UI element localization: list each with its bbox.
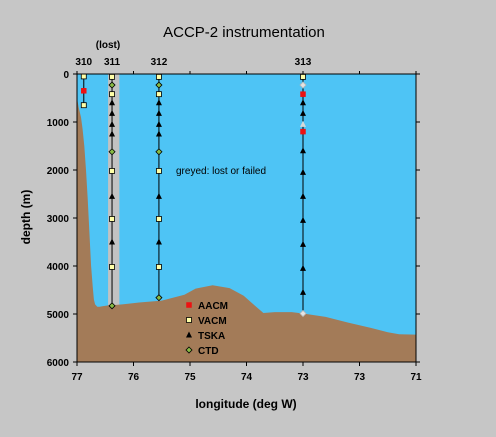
y-axis-label: depth (m) — [19, 190, 33, 245]
instrument-311-tska-9 — [109, 192, 116, 199]
x-tick-label-1: 76 — [128, 372, 140, 383]
instrument-313-ctd-14 — [299, 309, 307, 318]
instrument-310-vacm-0 — [80, 73, 87, 80]
instrument-312-tska-3 — [155, 99, 162, 106]
mooring-label-313: 313 — [295, 57, 312, 68]
instrument-311-tska-11 — [109, 238, 116, 245]
legend-label-aacm: AACM — [198, 301, 228, 312]
instrument-313-tska-8 — [300, 168, 306, 175]
instrument-312-ctd-13 — [155, 294, 163, 302]
legend-marker-tska — [186, 331, 192, 338]
plot-area: 310 311 312 313 77 76 75 74 73 73 71 0 1000 2000 3000 4… — [47, 57, 422, 383]
instrument-312-vacm-10 — [156, 216, 162, 222]
instrument-312-tska-11 — [155, 238, 162, 245]
instrument-311-tska-5 — [109, 120, 116, 127]
x-tick-label-3: 74 — [241, 372, 253, 383]
instrument-313-tska-9 — [300, 192, 306, 199]
y-tick-label-1: 1000 — [47, 118, 70, 129]
instrument-312-vacm-0 — [156, 73, 162, 80]
instrument-313-tska-12 — [300, 264, 306, 271]
greyed-annotation: greyed: lost or failed — [176, 166, 266, 177]
instrument-312-ctd-1 — [155, 81, 163, 89]
instrument-311-vacm-2 — [109, 91, 115, 98]
y-tick-label-0: 0 — [63, 70, 69, 81]
legend-label-ctd: CTD — [198, 346, 219, 357]
y-tick-label-2: 2000 — [47, 166, 70, 177]
instrument-313-aacm-2 — [300, 91, 306, 97]
instrument-313-vacm-0 — [300, 73, 306, 80]
legend-label-vacm: VACM — [198, 316, 227, 327]
instrument-312-vacm-2 — [156, 91, 162, 98]
mooring-label-311: 311 — [104, 57, 121, 68]
instrument-312-vacm-8 — [156, 168, 162, 174]
legend-marker-ctd — [185, 346, 193, 354]
instrument-312-vacm-12 — [156, 264, 162, 270]
instrument-311-vacm-0 — [109, 73, 115, 80]
instrument-312-tska-9 — [155, 192, 162, 199]
y-tick-label-5: 5000 — [47, 310, 70, 321]
instrument-313-tska-4 — [300, 109, 306, 116]
instrument-311-vacm-12 — [109, 264, 115, 270]
y-tick-label-6: 6000 — [47, 358, 70, 369]
instrument-313-tska-3 — [300, 99, 306, 106]
instrument-311-ctd-13 — [108, 302, 116, 310]
instrument-312-tska-4 — [155, 109, 162, 116]
instrument-311-ctd-7 — [108, 148, 116, 156]
lost-mooring-note: (lost) — [96, 40, 120, 51]
instrument-313-tska-10 — [300, 216, 306, 223]
instrument-313-tska-13 — [300, 288, 306, 295]
instrument-313-tska-11 — [300, 240, 306, 247]
legend-marker-aacm — [186, 302, 192, 308]
instrument-312-tska-6 — [155, 130, 162, 137]
instrument-312-ctd-7 — [155, 148, 163, 156]
x-tick-label-6: 71 — [410, 372, 422, 383]
chart-title: ACCP-2 instrumentation — [163, 24, 325, 41]
instrument-311-vacm-10 — [109, 216, 115, 222]
instrument-311-vacm-8 — [109, 168, 115, 174]
y-tick-label-4: 4000 — [47, 262, 70, 273]
instrument-311-tska-3 — [109, 99, 116, 106]
x-tick-label-4: 73 — [297, 372, 309, 383]
mooring-label-312: 312 — [151, 57, 168, 68]
instrument-313-ctd-1 — [299, 81, 307, 89]
instrument-312-tska-5 — [155, 120, 162, 127]
mooring-label-310: 310 — [75, 57, 92, 68]
instrument-311-tska-6 — [109, 130, 116, 137]
instrument-311-ctd-1 — [108, 81, 116, 89]
instrument-310-aacm-1 — [81, 88, 87, 94]
seafloor — [77, 98, 416, 362]
legend-marker-vacm — [186, 317, 192, 323]
y-tick-label-3: 3000 — [47, 214, 70, 225]
x-tick-label-2: 75 — [184, 372, 196, 383]
x-tick-label-0: 77 — [71, 372, 83, 383]
instrument-310-vacm-2 — [80, 102, 87, 109]
x-axis-label: longitude (deg W) — [195, 397, 296, 411]
instrument-313-tska-7 — [300, 147, 306, 154]
instrument-313-aacm-6 — [300, 128, 306, 135]
instrument-313-tska-5 — [300, 120, 306, 127]
instrument-311-tska-4 — [109, 109, 116, 116]
legend-label-tska: TSKA — [198, 331, 225, 342]
x-tick-label-5: 73 — [354, 372, 366, 383]
legend: AACM VACM TSKA CTD — [185, 301, 228, 357]
